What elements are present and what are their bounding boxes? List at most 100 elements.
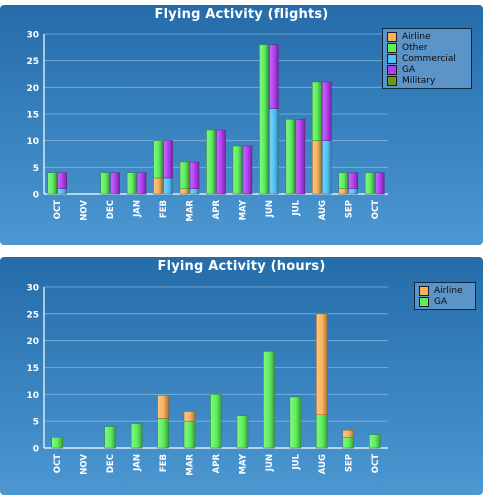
bar-other-sep (338, 172, 349, 189)
bar-airline-sep (338, 188, 349, 195)
x-tick-label: APR (212, 200, 222, 220)
legend-swatch (387, 42, 397, 53)
x-tick-label: MAR (186, 454, 196, 476)
bar-other-may (232, 145, 243, 195)
bar-ga-dec (104, 426, 116, 449)
legend-label: Airline (402, 31, 431, 42)
bar-other-oct (47, 172, 57, 195)
legend-label: Airline (434, 285, 463, 296)
y-tick-label: 10 (26, 137, 39, 147)
y-tick-label: 15 (26, 364, 39, 374)
bar-other-mar (179, 161, 190, 189)
bar-airline-feb (153, 177, 163, 195)
y-tick-label: 25 (26, 57, 39, 67)
bar-commercial-aug (322, 140, 332, 195)
flights-chart-panel: Flying Activity (flights) 0 5 10 15 20 25 30 OC… (0, 5, 483, 245)
bar-ga-feb (157, 418, 169, 449)
bar-ga-aug (322, 81, 332, 141)
x-tick-label: OCT (53, 200, 63, 219)
x-tick-label: OCT (371, 200, 381, 219)
x-tick-label: SEP (344, 200, 354, 218)
x-tick-label: NOV (80, 200, 90, 221)
bar-ga-jan (130, 423, 143, 449)
bar-commercial-mar (189, 188, 200, 195)
chart-title: Flying Activity (hours) (157, 259, 326, 274)
bar-airline-mar (183, 411, 196, 422)
bar-commercial-feb (163, 177, 173, 195)
x-tick-label: DEC (106, 454, 116, 473)
legend-label: GA (434, 296, 448, 307)
bar-ga-aug (316, 414, 328, 449)
bar-airline-sep (342, 430, 355, 438)
bar-other-apr (206, 129, 216, 195)
bar-ga-jan (136, 172, 147, 195)
x-tick-label: OCT (53, 454, 63, 473)
legend-item-other: Other (387, 42, 467, 53)
legend-label: Military (402, 75, 436, 86)
bar-ga-may (242, 145, 253, 195)
x-tick-label: AUG (318, 454, 328, 474)
bar-ga-sep (348, 172, 359, 189)
x-tick-label: JUN (265, 200, 275, 218)
bar-ga-jun (269, 44, 279, 109)
y-tick-label: 30 (26, 284, 39, 294)
hours-chart-panel: Flying Activity (hours) 0 5 10 15 20 25 30 OCT N… (0, 257, 483, 495)
bar-ga-may (236, 415, 249, 449)
bar-other-jan (126, 172, 137, 195)
bar-other-jul (285, 119, 296, 195)
chart-title: Flying Activity (flights) (154, 7, 329, 22)
bar-ga-mar (189, 161, 200, 189)
bar-ga-dec (110, 172, 120, 195)
x-tick-label: JUL (291, 199, 301, 216)
bar-other-feb (153, 140, 163, 179)
legend-swatch (419, 285, 429, 296)
x-tick-label: FEB (159, 200, 169, 218)
hours-chart-svg: 0 5 10 15 20 25 30 OCT NOV DEC JAN FEB MAR APR MAY JUN J… (26, 284, 388, 476)
flights-chart-svg: 0 5 10 15 20 25 30 OCT NOV DEC JAN FEB MAR APR MAY JUN J… (26, 31, 388, 222)
legend-swatch (419, 296, 429, 307)
legend-item-ga: GA (387, 64, 467, 75)
x-tick-label: DEC (106, 200, 116, 219)
bar-ga-jul (289, 396, 302, 449)
legend-item-military: Military (387, 75, 467, 86)
y-tick-label: 20 (26, 84, 39, 94)
legend-label: GA (402, 64, 416, 75)
bar-ga-mar (183, 420, 196, 449)
chart-legend: Airline Other Commercial GA Military (382, 28, 472, 89)
legend-label: Other (402, 42, 428, 53)
y-tick-label: 15 (26, 111, 39, 121)
legend-swatch (387, 53, 397, 64)
x-tick-label: FEB (159, 454, 169, 472)
x-tick-label: NOV (80, 454, 90, 475)
bar-ga-oct (51, 437, 63, 449)
bar-commercial-sep (348, 188, 359, 195)
x-tick-label: APR (212, 454, 222, 474)
bar-airline-aug (316, 313, 328, 415)
bar-ga-sep (342, 437, 355, 449)
y-tick-label: 20 (26, 337, 39, 347)
legend-label: Commercial (402, 53, 456, 64)
bar-ga-apr (216, 129, 226, 195)
x-tick-label: SEP (344, 454, 354, 472)
bar-other-jun (259, 44, 269, 195)
bar-other-aug (312, 81, 322, 141)
x-tick-label: OCT (371, 454, 381, 473)
y-tick-label: 0 (33, 191, 39, 201)
bar-ga-oct (369, 434, 381, 449)
x-tick-label: JUL (291, 453, 301, 470)
chart-legend: Airline GA (414, 282, 476, 310)
bar-other-dec (100, 172, 110, 195)
x-tick-label: JUN (265, 454, 275, 472)
bar-ga-jun (263, 351, 275, 449)
bar-ga-oct (57, 172, 67, 189)
bar-ga-apr (210, 394, 222, 449)
x-tick-label: MAR (186, 200, 196, 222)
y-tick-label: 5 (33, 164, 39, 174)
x-tick-label: AUG (318, 200, 328, 220)
legend-swatch (387, 75, 397, 86)
bar-airline-feb (157, 395, 169, 419)
y-tick-label: 5 (33, 418, 39, 428)
bar-commercial-jun (269, 108, 279, 195)
legend-item-commercial: Commercial (387, 53, 467, 64)
x-tick-label: JAN (133, 200, 143, 218)
